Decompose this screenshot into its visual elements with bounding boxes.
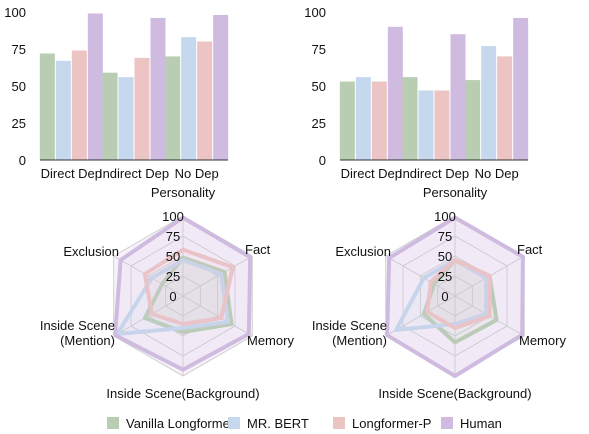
bar-longformer-p-indirect-dep [434,90,450,160]
legend-swatch [441,417,453,429]
y-tick-label: 75 [12,42,26,57]
legend-swatch [228,417,240,429]
bar-vanilla-longformer-indirect-dep [102,72,118,160]
radar-tick-label: 75 [438,229,452,244]
legend-item-longformer-p: Longformer-P [333,416,431,431]
bar-vanilla-longformer-no-dep [165,56,181,160]
x-tick-label: No Dep [475,166,519,181]
radar-tick-label: 25 [438,269,452,284]
y-tick-label: 25 [312,116,326,131]
radar-tick-label: 100 [162,209,184,224]
radar-axis-label: Inside Scene [40,318,115,333]
radar-axis-label: Inside Scene [312,318,387,333]
radar-axis-label: Memory [247,333,294,348]
legend-label: MR. BERT [247,416,309,431]
radar-axis-label: Fact [245,242,271,257]
radar-axis-label: (Mention) [60,333,115,348]
bar-mr-bert-indirect-dep [118,77,134,160]
bar-vanilla-longformer-direct-dep [39,53,55,160]
radar-series-longformer-p [425,258,492,330]
radar-axis-label: Personality [151,185,216,200]
bar-longformer-p-direct-dep [71,50,87,161]
y-tick-label: 100 [304,5,326,20]
radar-axis-label: Inside Scene(Background) [378,386,531,401]
bar-human-direct-dep [387,26,403,160]
bar-longformer-p-indirect-dep [134,57,150,160]
legend-swatch [333,417,345,429]
bar-longformer-p-no-dep [197,41,213,160]
radar-tick-label: 50 [438,249,452,264]
radar-axis-label: Personality [423,185,488,200]
bar-mr-bert-direct-dep [55,60,71,161]
radar-series-vanilla-longformer [142,255,234,334]
bar-mr-bert-no-dep [181,37,197,160]
y-tick-label: 50 [312,79,326,94]
radar-series-longformer-p [142,247,235,326]
radar-tick-label: 0 [441,289,448,304]
x-tick-label: Direct Dep [41,166,102,181]
bar-human-indirect-dep [150,17,166,161]
y-tick-label: 0 [19,153,26,168]
radar-spoke [385,255,456,297]
radar-series-human [385,215,525,378]
bar-vanilla-longformer-indirect-dep [402,77,418,160]
radar-spoke [182,255,253,297]
radar-series-mr-bert [115,258,231,336]
radar-chart-1: 0 25 50 75 100 Personality Fact Memory Inside Sc… [40,185,295,401]
radar-tick-label: 0 [169,289,176,304]
bar-mr-bert-direct-dep [355,77,371,160]
bar-human-direct-dep [87,13,103,161]
legend: Vanilla Longformer MR. BERT Longformer-P Hu… [107,416,502,431]
radar-axis-label: Exclusion [63,244,119,259]
y-tick-label: 100 [4,5,26,20]
legend-label: Vanilla Longformer [126,416,235,431]
y-tick-label: 50 [12,79,26,94]
x-tick-label: Direct Dep [341,166,402,181]
bar-human-indirect-dep [450,34,466,161]
bar-vanilla-longformer-no-dep [465,80,481,160]
radar-tick-label: 25 [166,269,180,284]
bar-vanilla-longformer-direct-dep [339,81,355,160]
bar-longformer-p-direct-dep [371,81,387,160]
bar-longformer-p-no-dep [497,56,513,160]
radar-tick-label: 100 [434,209,456,224]
y-tick-label: 75 [312,42,326,57]
radar-series-human [113,215,253,372]
x-tick-label: Indirect Dep [99,166,169,181]
legend-item-vanilla-longformer: Vanilla Longformer [107,416,235,431]
bar-mr-bert-no-dep [481,46,497,160]
bar-mr-bert-indirect-dep [418,90,434,160]
radar-tick-label: 75 [166,229,180,244]
radar-chart-2: 0 25 50 75 100 Personality Fact Memory Inside Sc… [312,185,567,401]
legend-item-human: Human [441,416,502,431]
x-tick-label: Indirect Dep [399,166,469,181]
radar-series-mr-bert [394,258,489,332]
legend-label: Human [460,416,502,431]
x-tick-label: No Dep [175,166,219,181]
radar-axis-label: (Mention) [332,333,387,348]
radar-axis-label: Exclusion [335,244,391,259]
radar-axis-label: Memory [519,333,566,348]
radar-axis-label: Inside Scene(Background) [106,386,259,401]
bar-human-no-dep [513,17,529,161]
radar-spoke [113,255,184,297]
y-tick-label: 0 [319,153,326,168]
radar-spoke [113,295,184,337]
legend-item-mr-bert: MR. BERT [228,416,309,431]
legend-label: Longformer-P [352,416,431,431]
legend-swatch [107,417,119,429]
radar-spoke [182,295,253,337]
y-tick-label: 25 [12,116,26,131]
radar-axis-label: Fact [517,242,543,257]
radar-tick-label: 50 [166,249,180,264]
bar-human-no-dep [213,14,229,160]
